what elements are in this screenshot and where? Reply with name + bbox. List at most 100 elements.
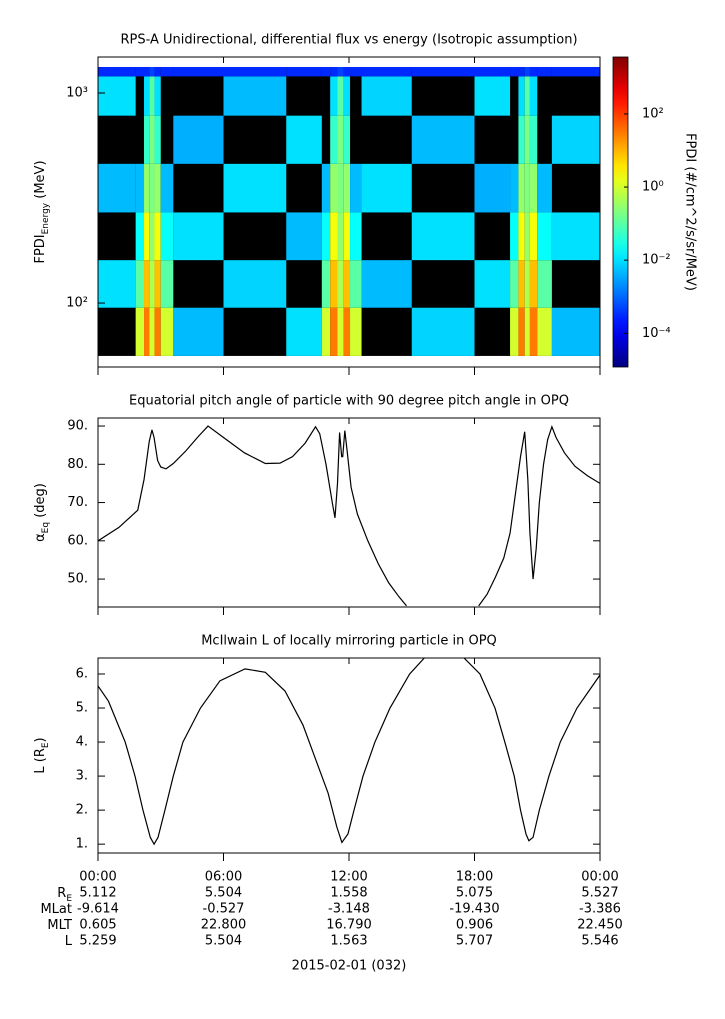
flux-cell <box>529 66 538 77</box>
x-tick-label: 00:00 <box>581 870 618 885</box>
flux-cell <box>144 66 150 77</box>
flux-cell <box>173 307 224 356</box>
flux-cell <box>160 260 174 308</box>
flux-cell <box>529 76 538 116</box>
flux-cell <box>361 66 412 77</box>
flux-cell <box>144 212 150 261</box>
data-line <box>98 658 600 846</box>
ephemeris-value: 22.450 <box>577 918 623 933</box>
flux-cell <box>330 163 338 213</box>
flux-cell <box>144 163 150 213</box>
flux-cell <box>518 76 525 116</box>
flux-cell <box>337 163 344 213</box>
flux-cell <box>343 163 351 213</box>
flux-cell <box>524 115 530 164</box>
flux-cell <box>510 66 519 77</box>
flux-cell <box>286 307 322 356</box>
flux-cell <box>474 76 511 116</box>
flux-cell <box>149 307 155 356</box>
flux-cell <box>337 260 344 308</box>
flux-cell <box>144 307 150 356</box>
y-tick-label: 5. <box>76 701 88 716</box>
y-tick-label: 60. <box>67 533 88 548</box>
flux-cell <box>321 212 331 261</box>
x-tick-label: 00:00 <box>79 870 116 885</box>
ephemeris-value: -3.386 <box>579 902 621 917</box>
flux-cell <box>411 212 475 261</box>
flux-cell <box>411 66 475 77</box>
flux-cell <box>551 115 600 164</box>
flux-cell <box>154 307 161 356</box>
ephemeris-value: 5.527 <box>581 886 618 901</box>
date-label: 2015-02-01 (032) <box>292 959 407 974</box>
x-tick-label: 06:00 <box>205 870 242 885</box>
y-tick-label: 80. <box>67 457 88 472</box>
flux-cell <box>149 260 155 308</box>
flux-cell <box>321 260 331 308</box>
y-tick-label: 50. <box>67 572 88 587</box>
flux-cell <box>529 307 538 356</box>
colorbar-label: FPDI (#/cm^2/s/sr/MeV) <box>683 133 698 291</box>
ephemeris-value: 0.605 <box>79 918 116 933</box>
flux-cell <box>350 260 362 308</box>
x-tick-label: 12:00 <box>330 870 367 885</box>
flux-cell <box>518 163 525 213</box>
flux-cell <box>518 115 525 164</box>
flux-cell <box>537 307 552 356</box>
flux-cell <box>524 66 530 77</box>
flux-cell <box>135 212 145 261</box>
flux-cell <box>510 212 519 261</box>
x-tick-label: 18:00 <box>456 870 493 885</box>
flux-cell <box>524 212 530 261</box>
y-tick-label: 3. <box>76 769 88 784</box>
flux-cell <box>518 66 525 77</box>
flux-cell <box>286 115 322 164</box>
flux-cell <box>510 260 519 308</box>
flux-cell <box>98 76 136 116</box>
flux-cell <box>537 212 552 261</box>
y-tick-label: 6. <box>76 666 88 681</box>
flux-cell <box>160 212 174 261</box>
panel-title: RPS-A Unidirectional, differential flux … <box>120 33 577 48</box>
colorbar-tick-label: 10⁻² <box>642 253 671 268</box>
y-tick-label: 10³ <box>66 86 88 101</box>
flux-cell <box>337 66 344 77</box>
flux-cell <box>343 260 351 308</box>
y-tick-label: 90. <box>67 419 88 434</box>
flux-cell <box>330 115 338 164</box>
flux-cell <box>149 212 155 261</box>
panel-title: Equatorial pitch angle of particle with … <box>129 394 569 409</box>
flux-cell <box>144 115 150 164</box>
y-axis-label-part: Energy <box>41 202 51 234</box>
y-tick-label: 10² <box>66 296 88 311</box>
ephemeris-value: 5.259 <box>79 934 116 949</box>
y-axis-label-part: (MeV) <box>33 160 48 202</box>
ephemeris-label-part: E <box>66 894 72 904</box>
ephemeris-value: 16.790 <box>326 918 372 933</box>
flux-cell <box>286 66 322 77</box>
ephemeris-label: MLT <box>47 918 72 933</box>
flux-cell <box>154 260 161 308</box>
flux-cell <box>154 163 161 213</box>
flux-cell <box>529 260 538 308</box>
flux-cell <box>149 76 155 116</box>
flux-cell <box>343 212 351 261</box>
panel-title: McIlwain L of locally mirroring particle… <box>201 634 497 649</box>
ephemeris-label-part: R <box>57 886 66 901</box>
flux-cell <box>411 307 475 356</box>
flux-cell <box>321 307 331 356</box>
flux-cell <box>173 66 224 77</box>
flux-cell <box>321 66 331 77</box>
ephemeris-value: 5.504 <box>205 886 242 901</box>
flux-cell <box>135 260 145 308</box>
flux-cell <box>350 307 362 356</box>
flux-cell <box>343 76 351 116</box>
flux-cell <box>286 212 322 261</box>
ephemeris-value: -0.527 <box>203 902 245 917</box>
flux-cell <box>160 66 174 77</box>
flux-cell <box>474 163 511 213</box>
flux-cell <box>135 163 145 213</box>
flux-cell <box>510 163 519 213</box>
flux-cell <box>411 115 475 164</box>
